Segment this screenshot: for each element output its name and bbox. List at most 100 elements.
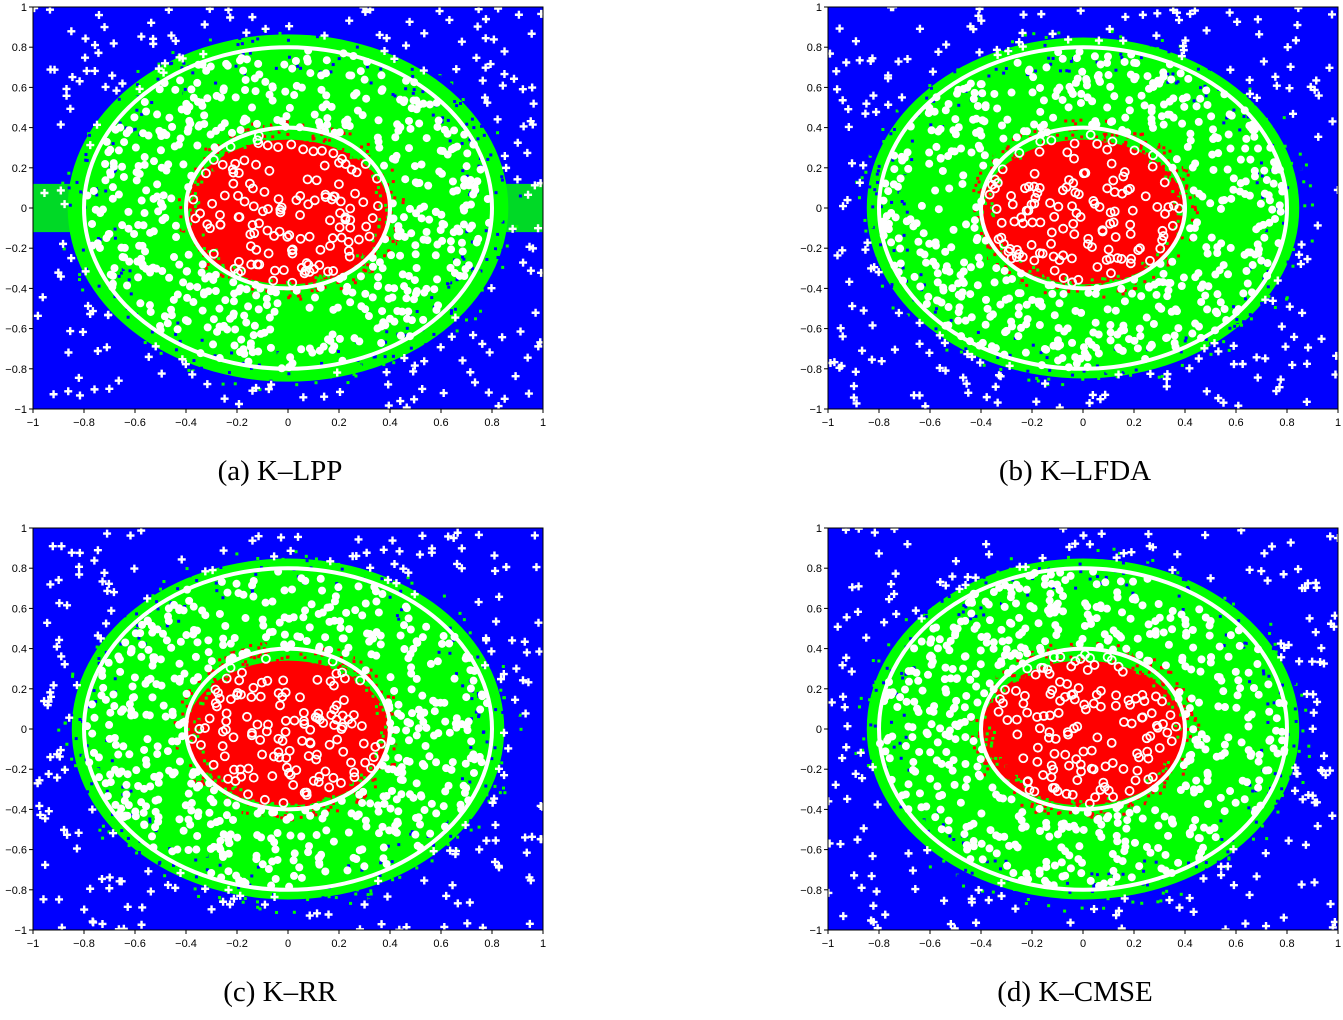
- dot-marker: [265, 313, 274, 322]
- plus-marker: [1105, 25, 1114, 34]
- region-pixel: [981, 359, 985, 363]
- dot-marker: [973, 234, 982, 243]
- dot-marker: [217, 577, 226, 586]
- dot-marker: [153, 192, 162, 201]
- plot-area: [33, 7, 543, 409]
- circle-marker: [319, 160, 330, 171]
- dot-marker: [206, 130, 215, 139]
- dot-marker: [185, 282, 194, 291]
- region-pixel: [110, 759, 114, 763]
- region-pixel: [1183, 165, 1187, 169]
- region-pixel: [380, 605, 384, 609]
- plus-marker: [530, 181, 539, 190]
- region-pixel: [321, 807, 325, 811]
- region-pixel: [1059, 137, 1063, 141]
- circle-marker: [1029, 168, 1040, 179]
- plus-marker: [102, 343, 111, 352]
- region-pixel: [1008, 157, 1012, 161]
- dot-marker: [1170, 331, 1179, 340]
- region-pixel: [343, 70, 347, 74]
- dot-marker: [1242, 134, 1251, 143]
- region-pixel: [366, 263, 370, 267]
- region-pixel: [191, 199, 195, 203]
- plus-marker: [159, 68, 168, 77]
- region-pixel: [484, 790, 488, 794]
- dot-marker: [361, 289, 370, 298]
- plus-marker: [55, 635, 64, 644]
- plus-marker: [305, 911, 314, 920]
- region-pixel: [173, 721, 177, 725]
- dot-marker: [130, 229, 139, 238]
- plus-marker: [55, 599, 64, 608]
- plus-marker: [41, 814, 50, 823]
- x-tick-label: 0: [285, 417, 291, 429]
- region-pixel: [350, 655, 354, 659]
- dot-marker: [280, 60, 289, 69]
- plus-marker: [457, 564, 466, 573]
- plus-marker: [519, 122, 528, 131]
- dot-marker: [1254, 144, 1263, 153]
- region-pixel: [425, 352, 429, 356]
- plus-marker: [105, 873, 114, 882]
- region-pixel: [1189, 210, 1193, 214]
- region-pixel: [400, 608, 404, 612]
- circle-marker: [1029, 255, 1040, 266]
- region-pixel: [487, 647, 491, 651]
- plus-marker: [75, 391, 84, 400]
- region-pixel: [286, 132, 290, 136]
- circle-marker: [340, 214, 351, 225]
- region-pixel: [103, 214, 107, 218]
- plus-marker: [203, 380, 212, 389]
- plus-marker: [200, 20, 209, 29]
- region-pixel: [1114, 68, 1118, 72]
- dot-marker: [1239, 289, 1248, 298]
- dot-marker: [91, 205, 100, 214]
- dot-marker: [254, 305, 263, 314]
- region-pixel: [118, 650, 122, 654]
- region-pixel: [443, 613, 447, 617]
- dot-marker: [400, 232, 409, 241]
- dot-marker: [297, 345, 306, 354]
- circle-marker: [1110, 232, 1121, 242]
- region-pixel: [280, 656, 284, 660]
- plus-marker: [335, 387, 344, 396]
- region-pixel: [362, 795, 366, 799]
- region-pixel: [1251, 162, 1255, 166]
- region-pixel: [371, 694, 375, 698]
- region-pixel: [1152, 275, 1156, 279]
- region-pixel: [1190, 205, 1194, 209]
- region-pixel: [461, 684, 465, 688]
- circle-marker: [276, 202, 287, 213]
- dot-marker: [200, 111, 209, 120]
- plus-marker: [500, 394, 509, 403]
- region-pixel: [294, 803, 298, 807]
- region-pixel: [456, 287, 460, 291]
- plus-marker: [848, 159, 857, 168]
- dot-marker: [316, 574, 325, 583]
- region-pixel: [434, 589, 438, 593]
- dot-marker: [409, 644, 418, 653]
- dot-marker: [981, 103, 990, 112]
- circle-marker: [991, 204, 1002, 214]
- dot-marker: [275, 618, 284, 627]
- dot-marker: [181, 801, 190, 810]
- dot-marker: [384, 294, 393, 303]
- plus-marker: [57, 923, 66, 930]
- region-pixel: [203, 164, 207, 168]
- region-pixel: [500, 744, 504, 748]
- region-pixel: [456, 835, 460, 839]
- region-pixel: [516, 717, 520, 721]
- dot-marker: [215, 304, 224, 313]
- dot-marker: [966, 263, 975, 272]
- region-pixel: [89, 264, 93, 268]
- region-pixel: [205, 772, 209, 776]
- region-pixel: [269, 123, 273, 127]
- plus-marker: [489, 35, 498, 44]
- plus-marker: [485, 348, 494, 357]
- region-pixel: [181, 206, 185, 210]
- region-pixel: [905, 314, 909, 318]
- region-pixel: [501, 710, 505, 714]
- region-pixel: [1139, 56, 1143, 60]
- region-pixel: [312, 811, 316, 815]
- region-pixel: [199, 366, 203, 370]
